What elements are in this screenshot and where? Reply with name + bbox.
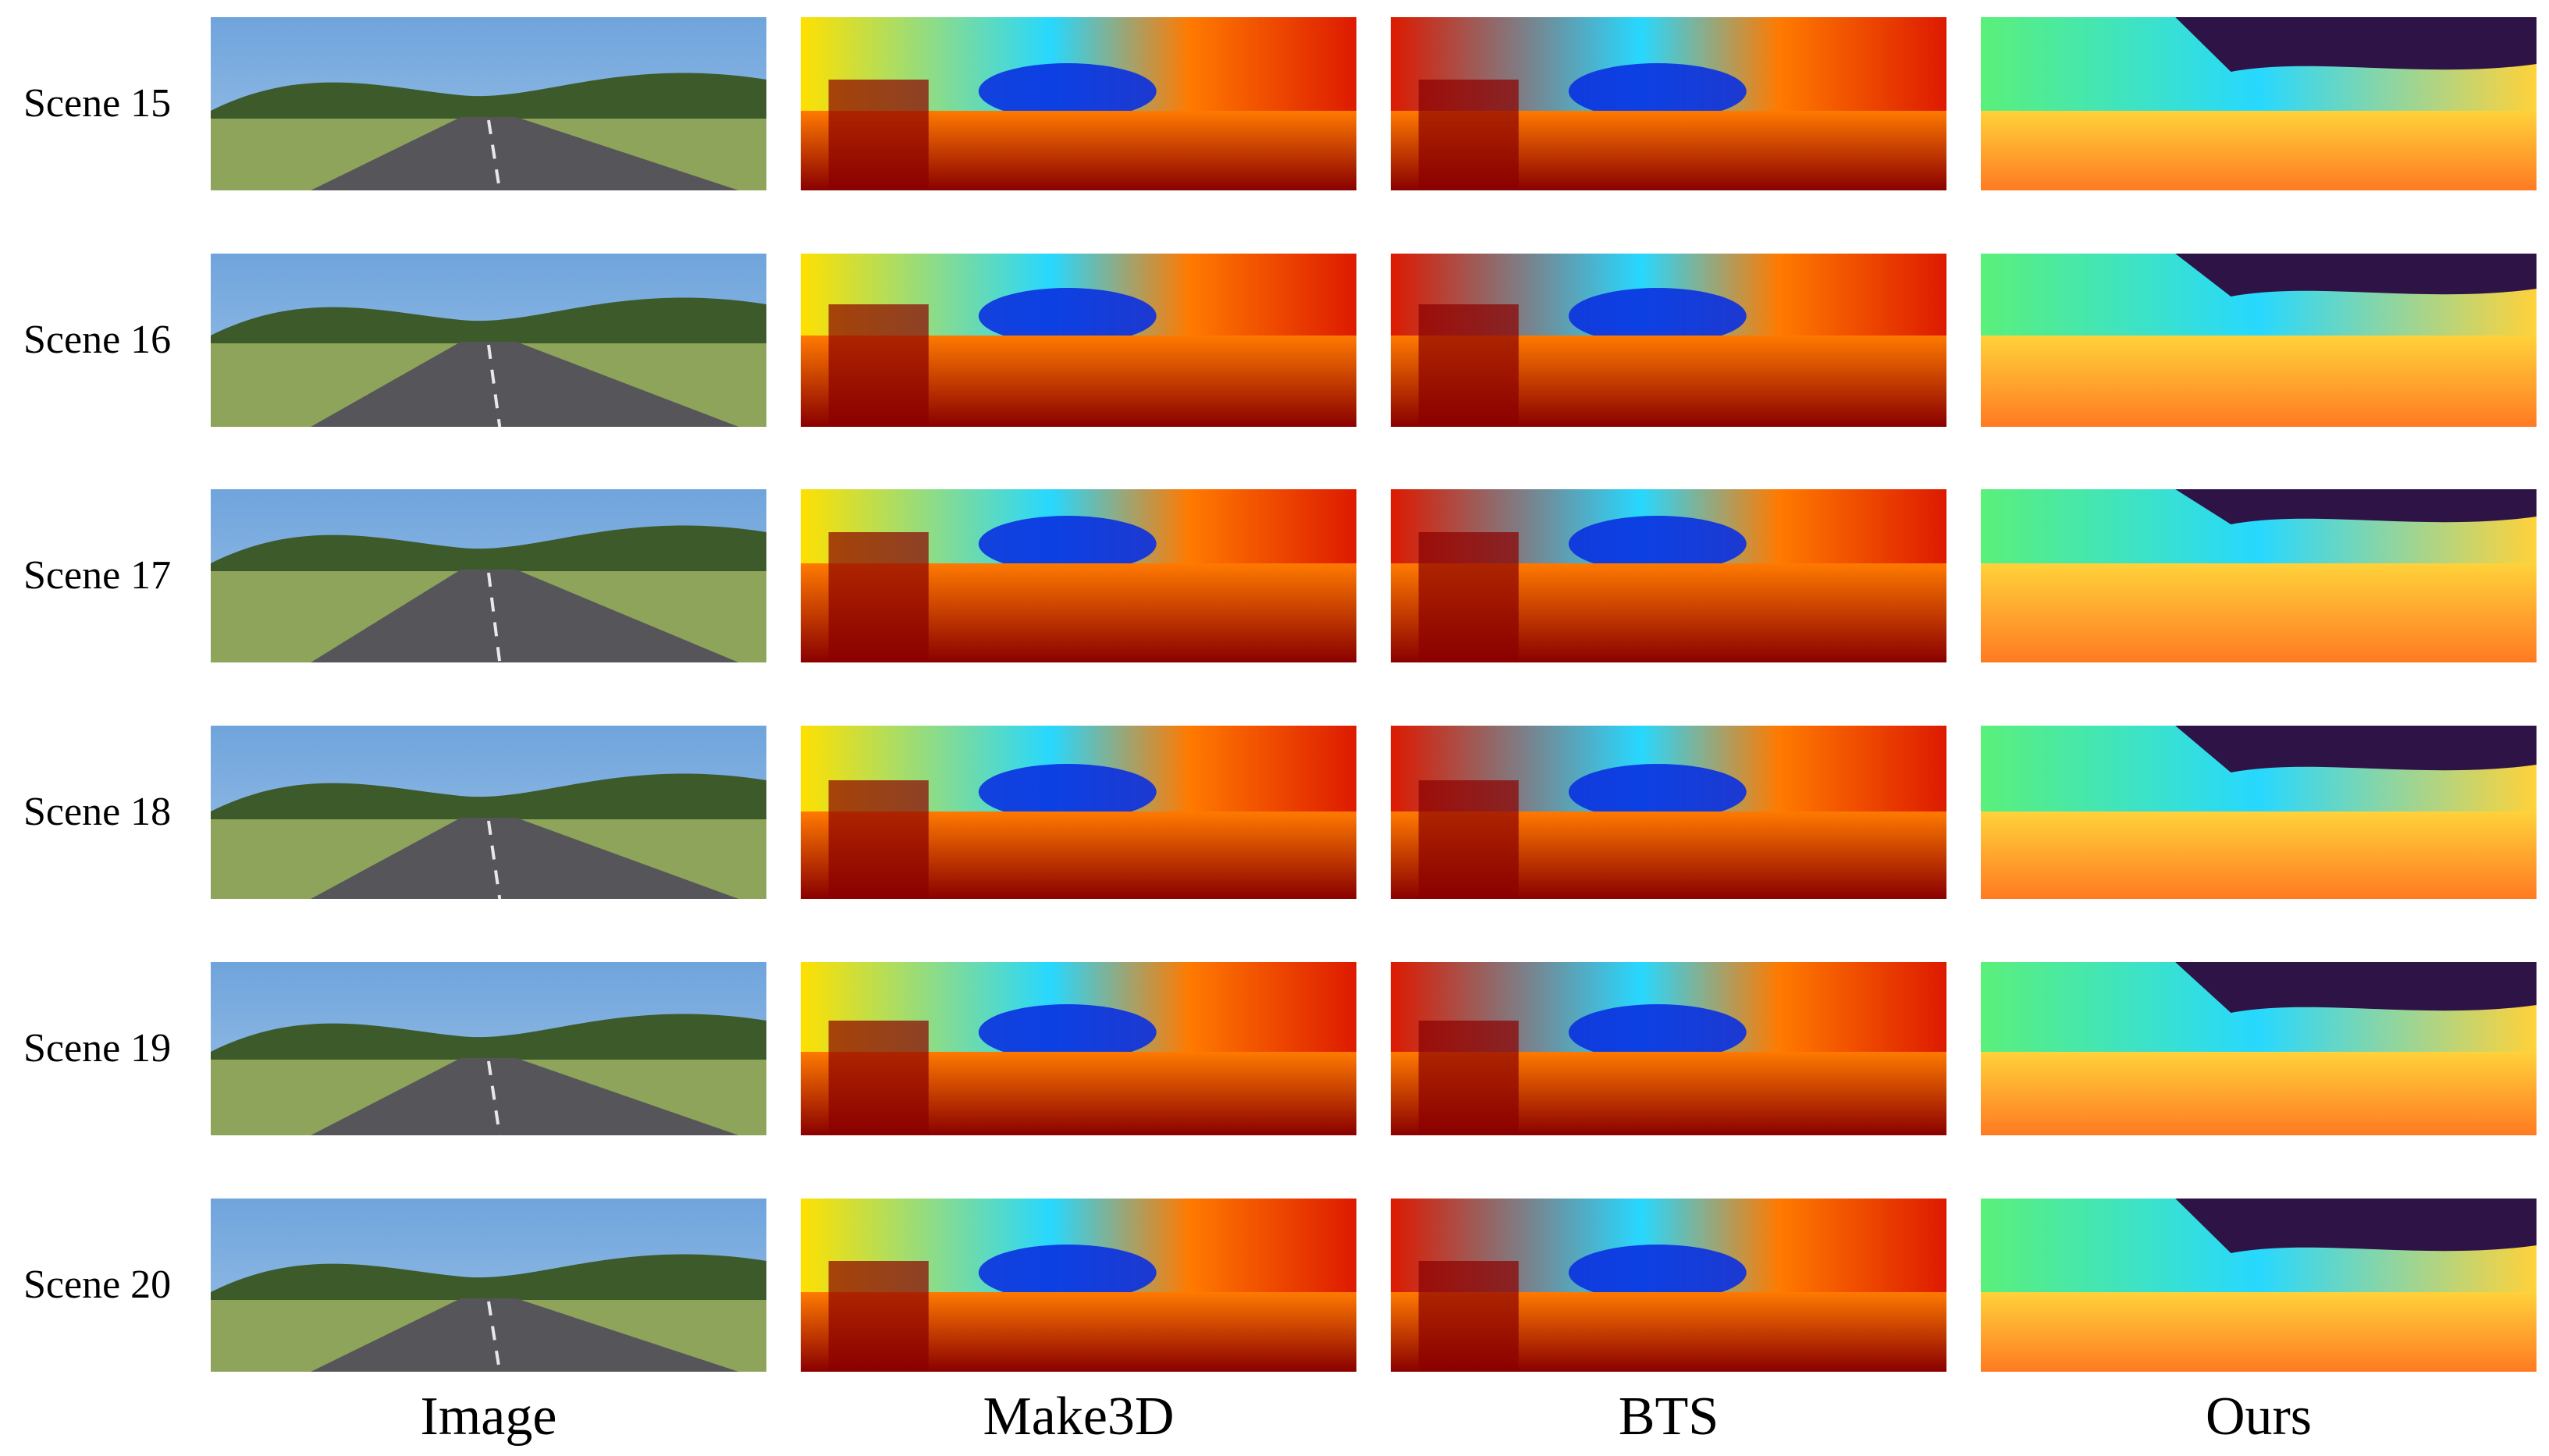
row-label-scene-15: Scene 15 — [23, 81, 172, 126]
bts-panel-scene-15 — [1391, 17, 1946, 190]
bts-panel-scene-18 — [1391, 726, 1946, 899]
image-panel-scene-17 — [211, 489, 766, 662]
ours-panel-scene-20 — [1981, 1199, 2537, 1372]
bts-panel-scene-16 — [1391, 254, 1946, 427]
make3d-panel-scene-18 — [801, 726, 1356, 899]
ours-panel-scene-16 — [1981, 254, 2537, 427]
column-label-image: Image — [420, 1387, 557, 1447]
ours-panel-scene-18 — [1981, 726, 2537, 899]
image-panel-scene-20 — [211, 1199, 766, 1372]
make3d-panel-scene-16 — [801, 254, 1356, 427]
bts-panel-scene-20 — [1391, 1199, 1946, 1372]
make3d-panel-scene-20 — [801, 1199, 1356, 1372]
row-label-scene-16: Scene 16 — [23, 318, 172, 362]
column-label-ours: Ours — [2205, 1387, 2313, 1447]
image-panel-scene-19 — [211, 962, 766, 1135]
row-label-scene-20: Scene 20 — [23, 1262, 172, 1307]
bts-panel-scene-17 — [1391, 489, 1946, 662]
column-label-make3d: Make3D — [983, 1387, 1175, 1447]
bts-panel-scene-19 — [1391, 962, 1946, 1135]
row-label-scene-17: Scene 17 — [23, 553, 172, 598]
ours-panel-scene-17 — [1981, 489, 2537, 662]
ours-panel-scene-19 — [1981, 962, 2537, 1135]
make3d-panel-scene-17 — [801, 489, 1356, 662]
row-label-scene-19: Scene 19 — [23, 1026, 172, 1071]
image-panel-scene-18 — [211, 726, 766, 899]
column-label-bts: BTS — [1618, 1387, 1719, 1447]
ours-panel-scene-15 — [1981, 17, 2537, 190]
image-panel-scene-15 — [211, 17, 766, 190]
make3d-panel-scene-15 — [801, 17, 1356, 190]
make3d-panel-scene-19 — [801, 962, 1356, 1135]
row-label-scene-18: Scene 18 — [23, 790, 172, 834]
image-panel-scene-16 — [211, 254, 766, 427]
